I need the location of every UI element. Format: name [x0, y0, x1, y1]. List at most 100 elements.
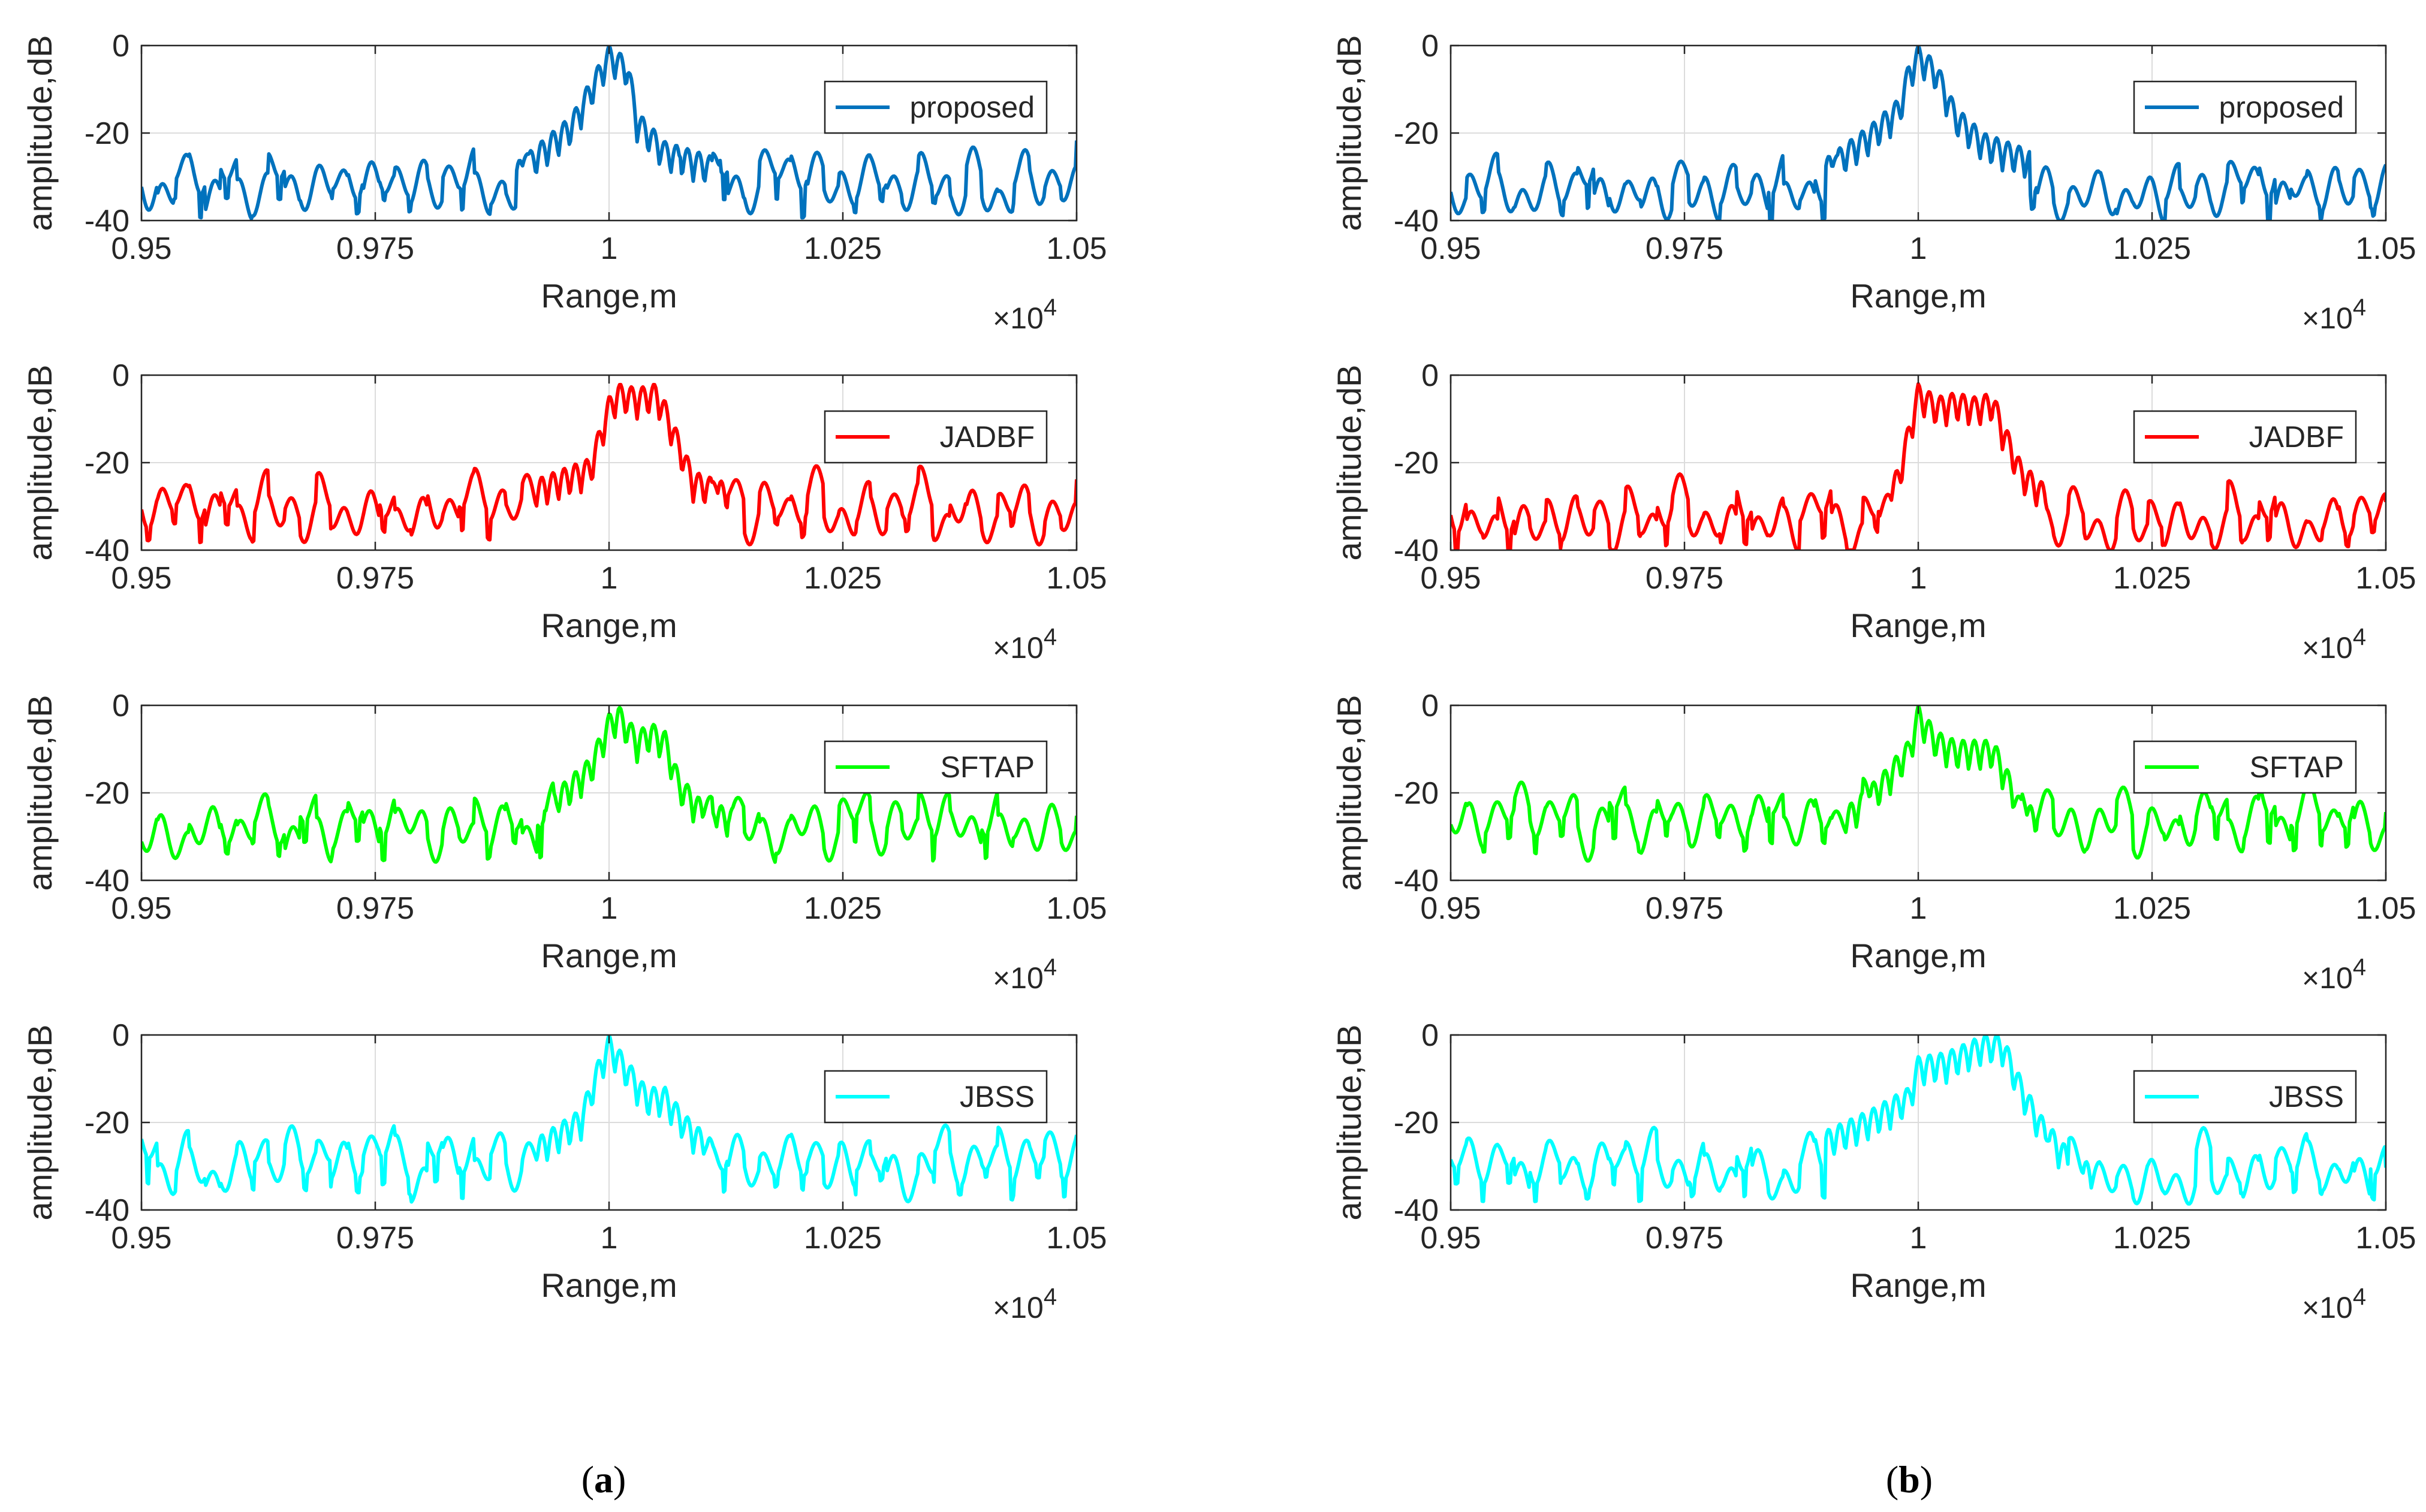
- x-tick-label: 1.025: [2113, 561, 2191, 596]
- y-tick-label: -40: [1394, 533, 1439, 568]
- x-tick-label: 0.975: [1646, 231, 1723, 266]
- legend-label: JBSS: [2269, 1080, 2344, 1113]
- x-multiplier-exponent: 4: [1044, 954, 1057, 980]
- x-tick-label: 1: [601, 891, 618, 926]
- subplot-b-jadbf: 0.95 0.975 1 1.025 1.05 0 -20 -40 Range,m amplitu…: [1330, 358, 2416, 665]
- series-line-sftap: [1451, 705, 2386, 863]
- y-tick-label: -20: [1394, 446, 1439, 481]
- x-multiplier-exponent: 4: [1044, 1284, 1057, 1310]
- y-tick-label: 0: [1421, 1018, 1439, 1053]
- x-tick-label: 1.025: [2113, 891, 2191, 926]
- y-tick-label: 0: [1421, 29, 1439, 64]
- y-tick-label: 0: [112, 29, 129, 64]
- subplot-a-sftap: 0.95 0.975 1 1.025 1.05 0 -20 -40 Range,m amplitu…: [21, 689, 1107, 995]
- x-multiplier-exponent: 4: [2353, 1284, 2366, 1310]
- x-tick-label: 0.95: [1420, 231, 1481, 266]
- x-tick-label: 0.95: [111, 1221, 171, 1256]
- legend-label: JADBF: [2249, 420, 2344, 454]
- x-tick-label: 0.975: [1646, 1221, 1723, 1256]
- x-multiplier: ×104: [993, 294, 1057, 335]
- x-multiplier-base: ×10: [2302, 301, 2353, 335]
- y-axis-title: amplitude,dB: [1330, 1025, 1368, 1221]
- y-axis-title: amplitude,dB: [1330, 365, 1368, 561]
- series-line-sftap: [141, 705, 1077, 864]
- legend: proposed: [2133, 80, 2357, 134]
- x-multiplier-base: ×10: [2302, 631, 2353, 665]
- x-multiplier: ×104: [993, 624, 1057, 665]
- y-tick-label: -20: [85, 446, 129, 481]
- x-tick-label: 0.95: [111, 561, 171, 596]
- x-tick-label: 1.025: [804, 561, 882, 596]
- x-tick-label: 0.975: [336, 561, 414, 596]
- series-line-jadbf: [141, 382, 1077, 547]
- subplot-a-proposed: 0.95 0.975 1 1.025 1.05 0 -20 -40 Range,m amplitu…: [21, 29, 1107, 335]
- x-tick-label: 1: [1910, 561, 1927, 596]
- x-tick-label: 0.975: [336, 891, 414, 926]
- legend-label: proposed: [2219, 90, 2344, 124]
- x-multiplier-exponent: 4: [2353, 954, 2366, 980]
- x-tick-label: 1.05: [2355, 1221, 2416, 1256]
- y-tick-label: -20: [85, 1106, 129, 1140]
- x-tick-label: 1.05: [1046, 1221, 1107, 1256]
- x-tick-label: 0.975: [1646, 561, 1723, 596]
- subplot-b-proposed: 0.95 0.975 1 1.025 1.05 0 -20 -40 Range,m amplitu…: [1330, 29, 2416, 335]
- x-axis-title: Range,m: [1850, 277, 1986, 315]
- y-axis-title: amplitude,dB: [21, 695, 59, 891]
- y-tick-label: -40: [85, 864, 129, 898]
- legend: JADBF: [2133, 410, 2357, 464]
- y-tick-label: -40: [1394, 1193, 1439, 1228]
- y-tick-label: 0: [112, 689, 129, 723]
- legend: JADBF: [824, 410, 1048, 464]
- x-axis-title: Range,m: [541, 277, 677, 315]
- y-axis-title: amplitude,dB: [21, 1025, 59, 1221]
- x-multiplier: ×104: [993, 954, 1057, 995]
- y-tick-label: 0: [1421, 689, 1439, 723]
- legend-label: SFTAP: [941, 750, 1035, 784]
- x-multiplier-exponent: 4: [1044, 294, 1057, 321]
- y-axis-title: amplitude,dB: [1330, 695, 1368, 891]
- series-line-proposed: [141, 46, 1077, 221]
- x-tick-label: 1.025: [804, 231, 882, 266]
- x-multiplier-base: ×10: [993, 301, 1044, 335]
- x-tick-label: 0.975: [336, 1221, 414, 1256]
- x-multiplier-base: ×10: [993, 1291, 1044, 1324]
- x-multiplier: ×104: [2302, 1284, 2366, 1324]
- x-tick-label: 1.025: [2113, 1221, 2191, 1256]
- subplot-a-jadbf: 0.95 0.975 1 1.025 1.05 0 -20 -40 Range,m amplitu…: [21, 358, 1107, 665]
- legend: JBSS: [824, 1070, 1048, 1124]
- y-tick-label: 0: [112, 358, 129, 393]
- x-tick-label: 1: [601, 1221, 618, 1256]
- subplot-b-sftap: 0.95 0.975 1 1.025 1.05 0 -20 -40 Range,m amplitu…: [1330, 689, 2416, 995]
- y-tick-label: -40: [1394, 204, 1439, 239]
- subplot-b-jbss: 0.95 0.975 1 1.025 1.05 0 -20 -40 Range,m amplitu…: [1330, 1018, 2416, 1324]
- x-tick-label: 1: [601, 561, 618, 596]
- legend-label: proposed: [910, 90, 1035, 124]
- legend: proposed: [824, 80, 1048, 134]
- series-line-proposed: [1451, 46, 2386, 221]
- y-tick-label: -20: [1394, 776, 1439, 811]
- series-line-jbss: [1451, 1035, 2386, 1206]
- x-multiplier-exponent: 4: [2353, 624, 2366, 650]
- y-tick-label: 0: [1421, 358, 1439, 393]
- legend: SFTAP: [824, 740, 1048, 794]
- x-multiplier: ×104: [993, 1284, 1057, 1324]
- y-tick-label: -40: [85, 204, 129, 239]
- legend: JBSS: [2133, 1070, 2357, 1124]
- x-axis-title: Range,m: [1850, 1266, 1986, 1304]
- x-tick-label: 0.95: [1420, 1221, 1481, 1256]
- x-tick-label: 1.05: [2355, 561, 2416, 596]
- y-axis-title: amplitude,dB: [1330, 35, 1368, 231]
- x-tick-label: 1.025: [804, 1221, 882, 1256]
- x-tick-label: 0.95: [1420, 561, 1481, 596]
- y-tick-label: -40: [85, 1193, 129, 1228]
- x-multiplier-exponent: 4: [1044, 624, 1057, 650]
- x-tick-label: 0.95: [111, 891, 171, 926]
- series-line-jbss: [141, 1035, 1077, 1204]
- x-tick-label: 1: [1910, 891, 1927, 926]
- subplot-a-jbss: 0.95 0.975 1 1.025 1.05 0 -20 -40 Range,m amplitu…: [21, 1018, 1107, 1324]
- x-axis-title: Range,m: [1850, 937, 1986, 974]
- x-tick-label: 0.95: [111, 231, 171, 266]
- x-tick-label: 1.05: [2355, 891, 2416, 926]
- x-tick-label: 1: [601, 231, 618, 266]
- legend-label: SFTAP: [2250, 750, 2344, 784]
